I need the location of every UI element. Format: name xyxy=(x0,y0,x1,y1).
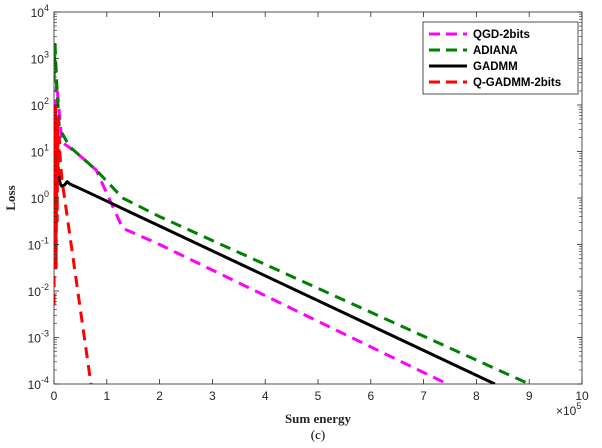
x-tick-label: 8 xyxy=(473,389,480,403)
y-tick-label: 10-3 xyxy=(28,329,49,346)
legend: QGD-2bits ADIANA GADMM Q-GADMM-2bits xyxy=(422,21,579,95)
series-line-q-gadmm-2bits xyxy=(54,103,93,384)
x-tick-label: 1 xyxy=(103,389,110,403)
y-tick-label: 10-4 xyxy=(28,375,49,392)
y-tick-label: 10-2 xyxy=(28,282,49,299)
legend-label: ADIANA xyxy=(473,45,518,57)
x-tick-label: 9 xyxy=(526,389,533,403)
x-axis-multiplier-exponent: 5 xyxy=(576,401,581,411)
x-axis-multiplier-base: ×10 xyxy=(556,404,577,418)
y-tick-label: 10-1 xyxy=(28,236,49,253)
y-tick-label: 103 xyxy=(31,50,49,67)
x-tick-label: 7 xyxy=(420,389,427,403)
x-axis-label: Sum energy xyxy=(285,411,352,426)
x-tick-label: 3 xyxy=(209,389,216,403)
legend-label: Q-GADMM-2bits xyxy=(473,77,561,89)
series-line-qgd-2bits xyxy=(54,81,449,384)
ticks-layer: 0 1 2 3 4 5 6 7 8 9 10 10-4 10-3 10-2 10-1 100 101 102 103… xyxy=(28,3,589,403)
y-axis-label: Loss xyxy=(3,185,18,210)
x-tick-label: 10 xyxy=(575,389,589,403)
y-tick-label: 102 xyxy=(31,96,49,113)
legend-label: GADMM xyxy=(473,61,518,73)
x-axis-multiplier: ×105 xyxy=(556,401,581,418)
x-tick-label: 0 xyxy=(51,389,58,403)
y-tick-label: 100 xyxy=(31,189,49,206)
x-tick-label: 2 xyxy=(156,389,163,403)
figure-caption: (c) xyxy=(311,427,325,442)
y-tick-label: 101 xyxy=(31,143,49,160)
series-layer xyxy=(54,43,530,384)
x-tick-label: 6 xyxy=(367,389,374,403)
y-tick-label: 104 xyxy=(31,3,49,20)
x-tick-label: 5 xyxy=(315,389,322,403)
legend-label: QGD-2bits xyxy=(473,29,530,41)
series-line-adiana xyxy=(54,43,530,384)
x-tick-label: 4 xyxy=(262,389,269,403)
